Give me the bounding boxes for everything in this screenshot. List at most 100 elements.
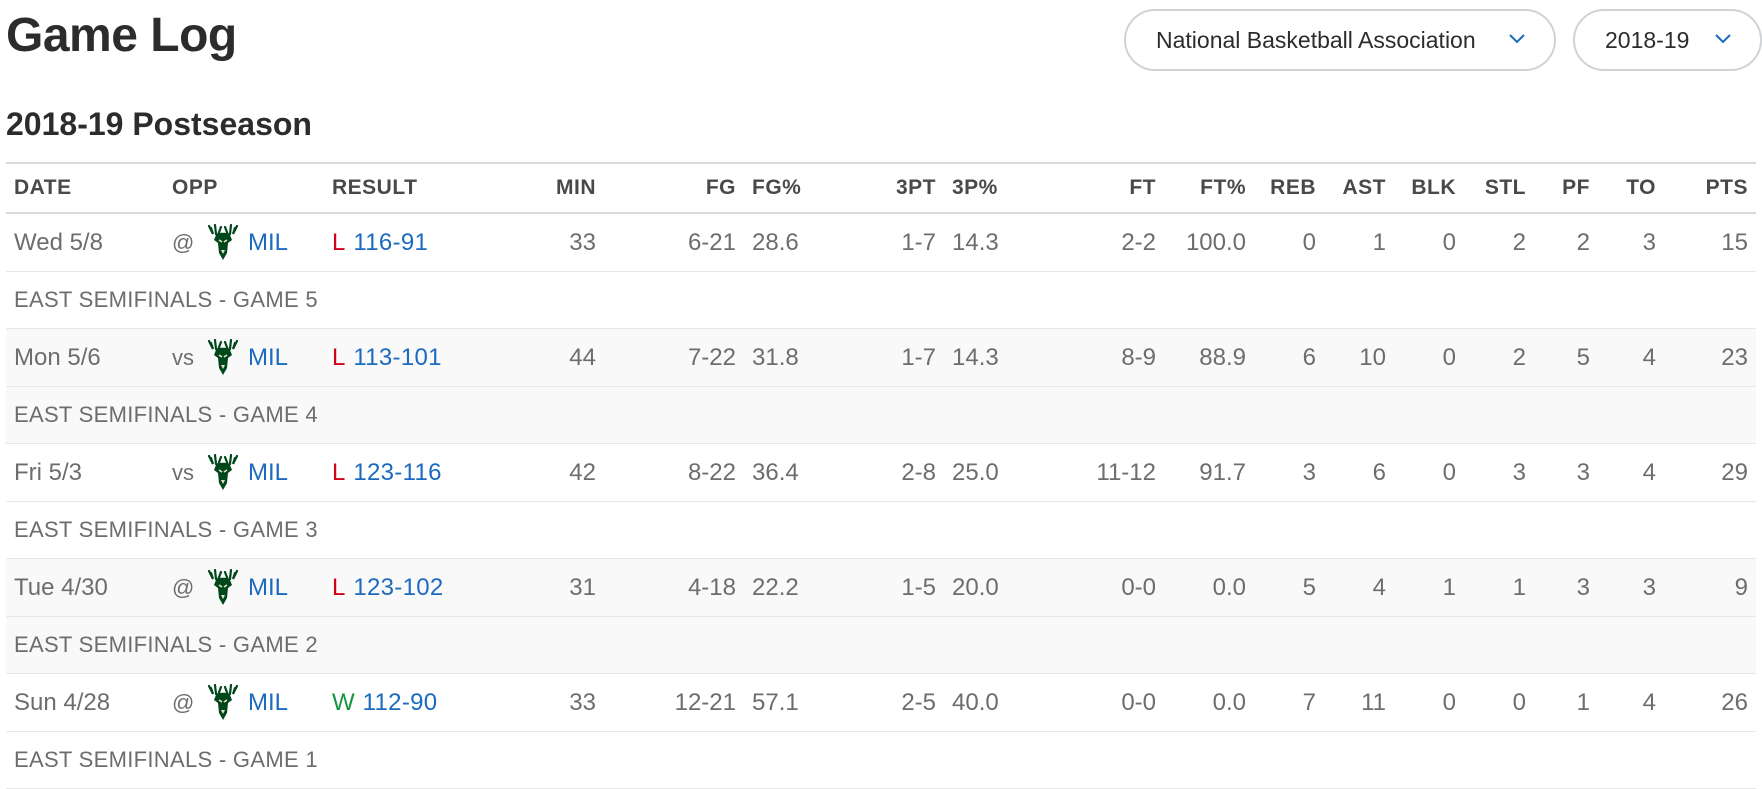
result-cell: W 112-90 <box>324 673 504 732</box>
personal-fouls: 5 <box>1534 328 1598 387</box>
season-dropdown[interactable]: 2018-19 <box>1573 9 1762 71</box>
series-game-label: EAST SEMIFINALS - GAME 2 <box>6 616 1756 674</box>
col-header-ft[interactable]: FT <box>1034 162 1164 214</box>
home-away-indicator: vs <box>172 459 194 485</box>
personal-fouls: 1 <box>1534 673 1598 732</box>
opponent-team-link[interactable]: MIL <box>248 573 289 601</box>
three-pointers: 1-7 <box>834 213 944 272</box>
free-throw-pct: 91.7 <box>1164 443 1254 502</box>
blocks: 0 <box>1394 213 1464 272</box>
points: 23 <box>1664 328 1756 387</box>
blocks: 1 <box>1394 558 1464 617</box>
points: 15 <box>1664 213 1756 272</box>
game-date: Sun 4/28 <box>6 673 164 732</box>
league-dropdown[interactable]: National Basketball Association <box>1124 9 1556 71</box>
game-score-link[interactable]: 112-90 <box>362 688 438 716</box>
col-header-fg-pct[interactable]: FG% <box>744 162 834 214</box>
opponent-cell: vs MIL <box>164 443 324 502</box>
opponent-cell: @ MIL <box>164 558 324 617</box>
personal-fouls: 3 <box>1534 443 1598 502</box>
col-header-pf[interactable]: PF <box>1534 162 1598 214</box>
table-body: Wed 5/8 @ MIL L 116-91 33 6-21 28.6 1-7 14.3 2-2 1… <box>6 213 1756 789</box>
series-game-label: EAST SEMIFINALS - GAME 4 <box>6 386 1756 444</box>
result-outcome: L <box>332 458 346 486</box>
field-goals: 8-22 <box>604 443 744 502</box>
game-note-row: EAST SEMIFINALS - GAME 1 <box>6 731 1756 789</box>
bucks-deer-logo-icon[interactable] <box>206 223 240 262</box>
opponent: vs MIL <box>172 338 316 377</box>
assists: 1 <box>1324 213 1394 272</box>
game-date: Tue 4/30 <box>6 558 164 617</box>
game-row: Wed 5/8 @ MIL L 116-91 33 6-21 28.6 1-7 14.3 2-2 1… <box>6 213 1756 272</box>
field-goals: 7-22 <box>604 328 744 387</box>
field-goal-pct: 22.2 <box>744 558 834 617</box>
col-header-result[interactable]: RESULT <box>324 162 504 214</box>
field-goals: 4-18 <box>604 558 744 617</box>
col-header-pts[interactable]: PTS <box>1664 162 1756 214</box>
personal-fouls: 2 <box>1534 213 1598 272</box>
col-header-3p-pct[interactable]: 3P% <box>944 162 1034 214</box>
game-row: Mon 5/6 vs MIL L 113-101 44 7-22 31.8 1-7 14.3 8-… <box>6 328 1756 387</box>
opponent: @ MIL <box>172 568 316 607</box>
col-header-ft-pct[interactable]: FT% <box>1164 162 1254 214</box>
assists: 4 <box>1324 558 1394 617</box>
free-throws: 8-9 <box>1034 328 1164 387</box>
result-outcome: W <box>332 688 355 716</box>
bucks-deer-logo-icon[interactable] <box>206 338 240 377</box>
col-header-3pt[interactable]: 3PT <box>834 162 944 214</box>
blocks: 0 <box>1394 673 1464 732</box>
col-header-date[interactable]: DATE <box>6 162 164 214</box>
steals: 0 <box>1464 673 1534 732</box>
col-header-stl[interactable]: STL <box>1464 162 1534 214</box>
field-goal-pct: 31.8 <box>744 328 834 387</box>
turnovers: 3 <box>1598 213 1664 272</box>
steals: 2 <box>1464 213 1534 272</box>
game-score-link[interactable]: 123-102 <box>353 573 444 601</box>
game-score-link[interactable]: 113-101 <box>353 343 442 371</box>
steals: 1 <box>1464 558 1534 617</box>
opponent-team-link[interactable]: MIL <box>248 228 289 256</box>
opponent-team-link[interactable]: MIL <box>248 688 289 716</box>
result-cell: L 123-116 <box>324 443 504 502</box>
opponent-cell: vs MIL <box>164 328 324 387</box>
game-date: Fri 5/3 <box>6 443 164 502</box>
free-throws: 0-0 <box>1034 673 1164 732</box>
col-header-min[interactable]: MIN <box>504 162 604 214</box>
game-score-link[interactable]: 116-91 <box>353 228 429 256</box>
opponent-cell: @ MIL <box>164 673 324 732</box>
col-header-to[interactable]: TO <box>1598 162 1664 214</box>
blocks: 0 <box>1394 328 1464 387</box>
home-away-indicator: @ <box>172 229 195 255</box>
three-pointers: 2-8 <box>834 443 944 502</box>
bucks-deer-logo-icon[interactable] <box>206 453 240 492</box>
col-header-ast[interactable]: AST <box>1324 162 1394 214</box>
league-dropdown-value: National Basketball Association <box>1156 26 1476 53</box>
chevron-down-icon <box>1715 34 1731 44</box>
rebounds: 6 <box>1254 328 1324 387</box>
rebounds: 5 <box>1254 558 1324 617</box>
bucks-deer-logo-icon[interactable] <box>206 568 240 607</box>
col-header-blk[interactable]: BLK <box>1394 162 1464 214</box>
col-header-fg[interactable]: FG <box>604 162 744 214</box>
field-goal-pct: 57.1 <box>744 673 834 732</box>
turnovers: 4 <box>1598 673 1664 732</box>
opponent-team-link[interactable]: MIL <box>248 458 289 486</box>
home-away-indicator: vs <box>172 344 194 370</box>
bucks-deer-logo-icon[interactable] <box>206 683 240 722</box>
minutes: 33 <box>504 673 604 732</box>
opponent-team-link[interactable]: MIL <box>248 343 289 371</box>
rebounds: 7 <box>1254 673 1324 732</box>
result-cell: L 116-91 <box>324 213 504 272</box>
field-goal-pct: 28.6 <box>744 213 834 272</box>
game-note-row: EAST SEMIFINALS - GAME 2 <box>6 616 1756 674</box>
col-header-reb[interactable]: REB <box>1254 162 1324 214</box>
game-note-row: EAST SEMIFINALS - GAME 4 <box>6 386 1756 444</box>
game-score-link[interactable]: 123-116 <box>353 458 442 486</box>
series-game-label: EAST SEMIFINALS - GAME 3 <box>6 501 1756 559</box>
col-header-opp[interactable]: OPP <box>164 162 324 214</box>
result-outcome: L <box>332 573 346 601</box>
result-outcome: L <box>332 228 346 256</box>
chevron-down-icon <box>1509 34 1525 44</box>
personal-fouls: 3 <box>1534 558 1598 617</box>
season-dropdown-value: 2018-19 <box>1605 26 1690 53</box>
